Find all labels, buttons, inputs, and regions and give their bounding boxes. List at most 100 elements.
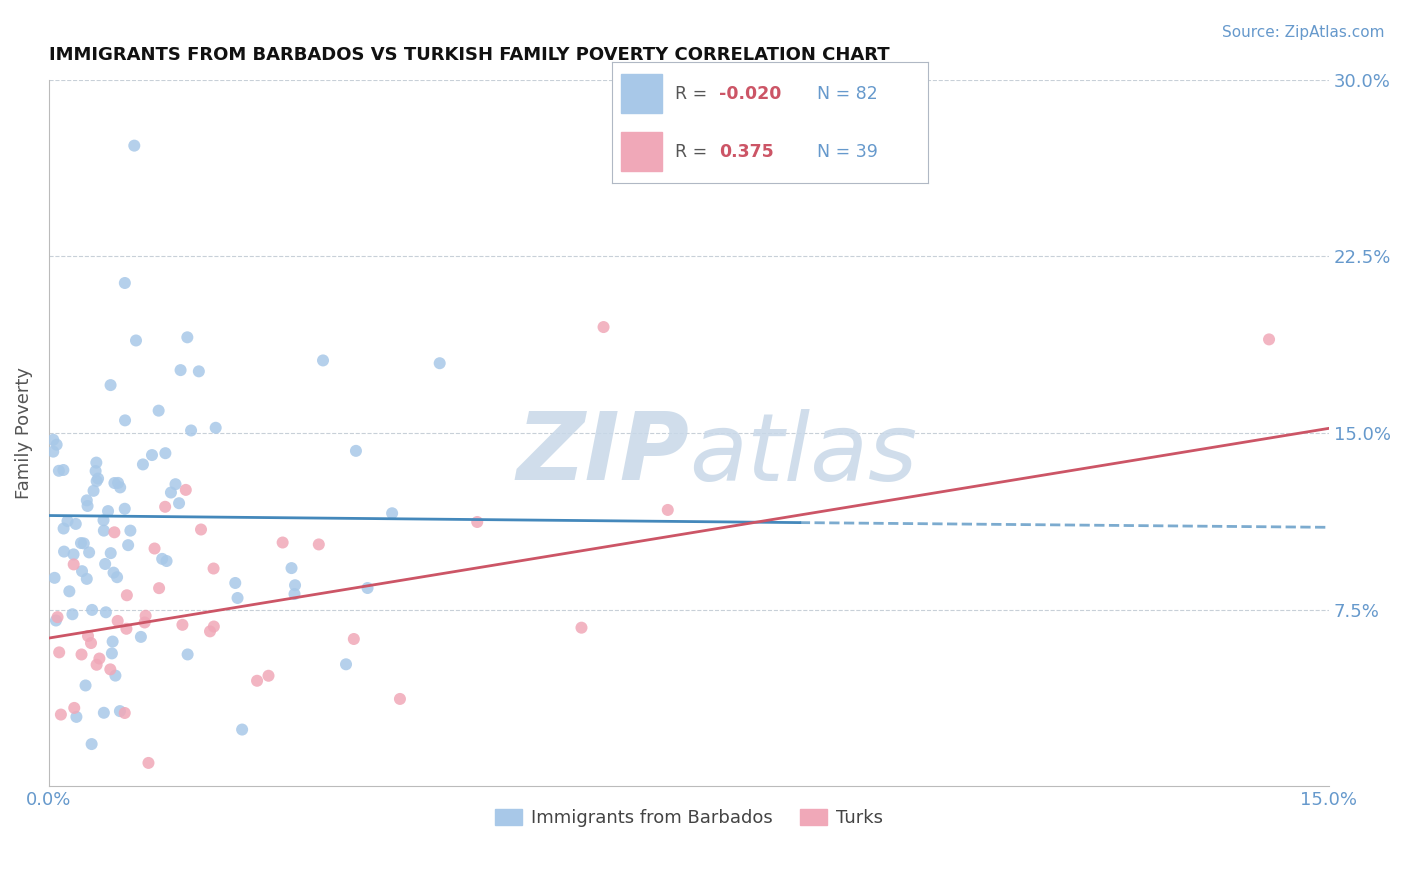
Point xyxy=(100,546,122,560)
Text: -0.020: -0.020 xyxy=(720,85,782,103)
Point xyxy=(257,669,280,683)
Point xyxy=(93,524,115,538)
Point xyxy=(312,353,335,368)
Point xyxy=(148,581,170,595)
Point xyxy=(356,581,378,595)
Y-axis label: Family Poverty: Family Poverty xyxy=(15,368,32,499)
Point xyxy=(62,558,84,572)
Point xyxy=(76,493,98,508)
Point xyxy=(108,480,131,494)
Point xyxy=(284,578,307,592)
Point xyxy=(153,500,176,514)
Point xyxy=(226,591,249,605)
Point xyxy=(388,692,411,706)
Point xyxy=(202,619,225,633)
Point xyxy=(52,463,75,477)
Point xyxy=(87,471,110,485)
Point xyxy=(141,448,163,462)
Bar xyxy=(621,75,662,113)
Point xyxy=(429,356,451,370)
Point xyxy=(138,756,160,770)
Point xyxy=(187,364,209,378)
Point xyxy=(44,571,66,585)
Point xyxy=(89,651,111,665)
Point xyxy=(343,632,366,646)
Point xyxy=(231,723,253,737)
Point xyxy=(135,608,157,623)
Point xyxy=(125,334,148,348)
Point xyxy=(97,504,120,518)
Point xyxy=(114,413,136,427)
Point xyxy=(70,536,93,550)
Point xyxy=(100,378,122,392)
Point xyxy=(48,464,70,478)
Point xyxy=(132,458,155,472)
Point xyxy=(148,403,170,417)
Point xyxy=(180,424,202,438)
Point xyxy=(104,668,127,682)
Point xyxy=(107,475,129,490)
Point xyxy=(56,514,79,528)
Point xyxy=(344,443,367,458)
Point xyxy=(134,615,156,630)
Point xyxy=(381,506,404,520)
Text: atlas: atlas xyxy=(689,409,917,500)
Point xyxy=(155,446,177,460)
Text: 0.375: 0.375 xyxy=(720,143,773,161)
Text: IMMIGRANTS FROM BARBADOS VS TURKISH FAMILY POVERTY CORRELATION CHART: IMMIGRANTS FROM BARBADOS VS TURKISH FAMI… xyxy=(49,46,890,64)
Point xyxy=(70,648,93,662)
Point xyxy=(150,552,173,566)
Point xyxy=(103,566,125,580)
Point xyxy=(93,513,115,527)
Point xyxy=(65,710,87,724)
Point xyxy=(83,483,105,498)
Point xyxy=(190,523,212,537)
Point xyxy=(101,634,124,648)
Point xyxy=(52,522,75,536)
Point xyxy=(115,622,138,636)
Point xyxy=(63,701,86,715)
Point xyxy=(94,605,117,619)
Point xyxy=(155,554,177,568)
Point xyxy=(1258,332,1281,346)
Point xyxy=(103,476,125,491)
Legend: Immigrants from Barbados, Turks: Immigrants from Barbados, Turks xyxy=(488,801,890,834)
Point xyxy=(124,138,146,153)
Point xyxy=(114,706,136,720)
Point xyxy=(42,444,65,458)
Point xyxy=(174,483,197,497)
Point xyxy=(143,541,166,556)
Point xyxy=(176,330,198,344)
Point xyxy=(167,496,190,510)
Point xyxy=(53,544,76,558)
Point xyxy=(246,673,269,688)
Point xyxy=(657,503,679,517)
Point xyxy=(45,438,67,452)
Point xyxy=(114,501,136,516)
Point xyxy=(86,657,108,672)
Point xyxy=(86,474,108,488)
Point xyxy=(204,421,226,435)
Point xyxy=(80,737,103,751)
Point xyxy=(98,662,121,676)
Point xyxy=(65,516,87,531)
Text: R =: R = xyxy=(675,143,713,161)
Point xyxy=(77,545,100,559)
Text: ZIP: ZIP xyxy=(516,409,689,500)
Text: N = 39: N = 39 xyxy=(817,143,879,161)
Point xyxy=(198,624,221,639)
Point xyxy=(172,617,194,632)
Point xyxy=(103,525,125,540)
Point xyxy=(105,570,128,584)
Point xyxy=(176,648,198,662)
Point xyxy=(76,572,98,586)
Point xyxy=(592,320,614,334)
Point xyxy=(76,499,98,513)
Point xyxy=(86,456,108,470)
Point xyxy=(280,561,302,575)
Point xyxy=(283,587,305,601)
Point xyxy=(73,536,96,550)
Point xyxy=(58,584,80,599)
Point xyxy=(101,646,124,660)
Point xyxy=(271,535,294,549)
